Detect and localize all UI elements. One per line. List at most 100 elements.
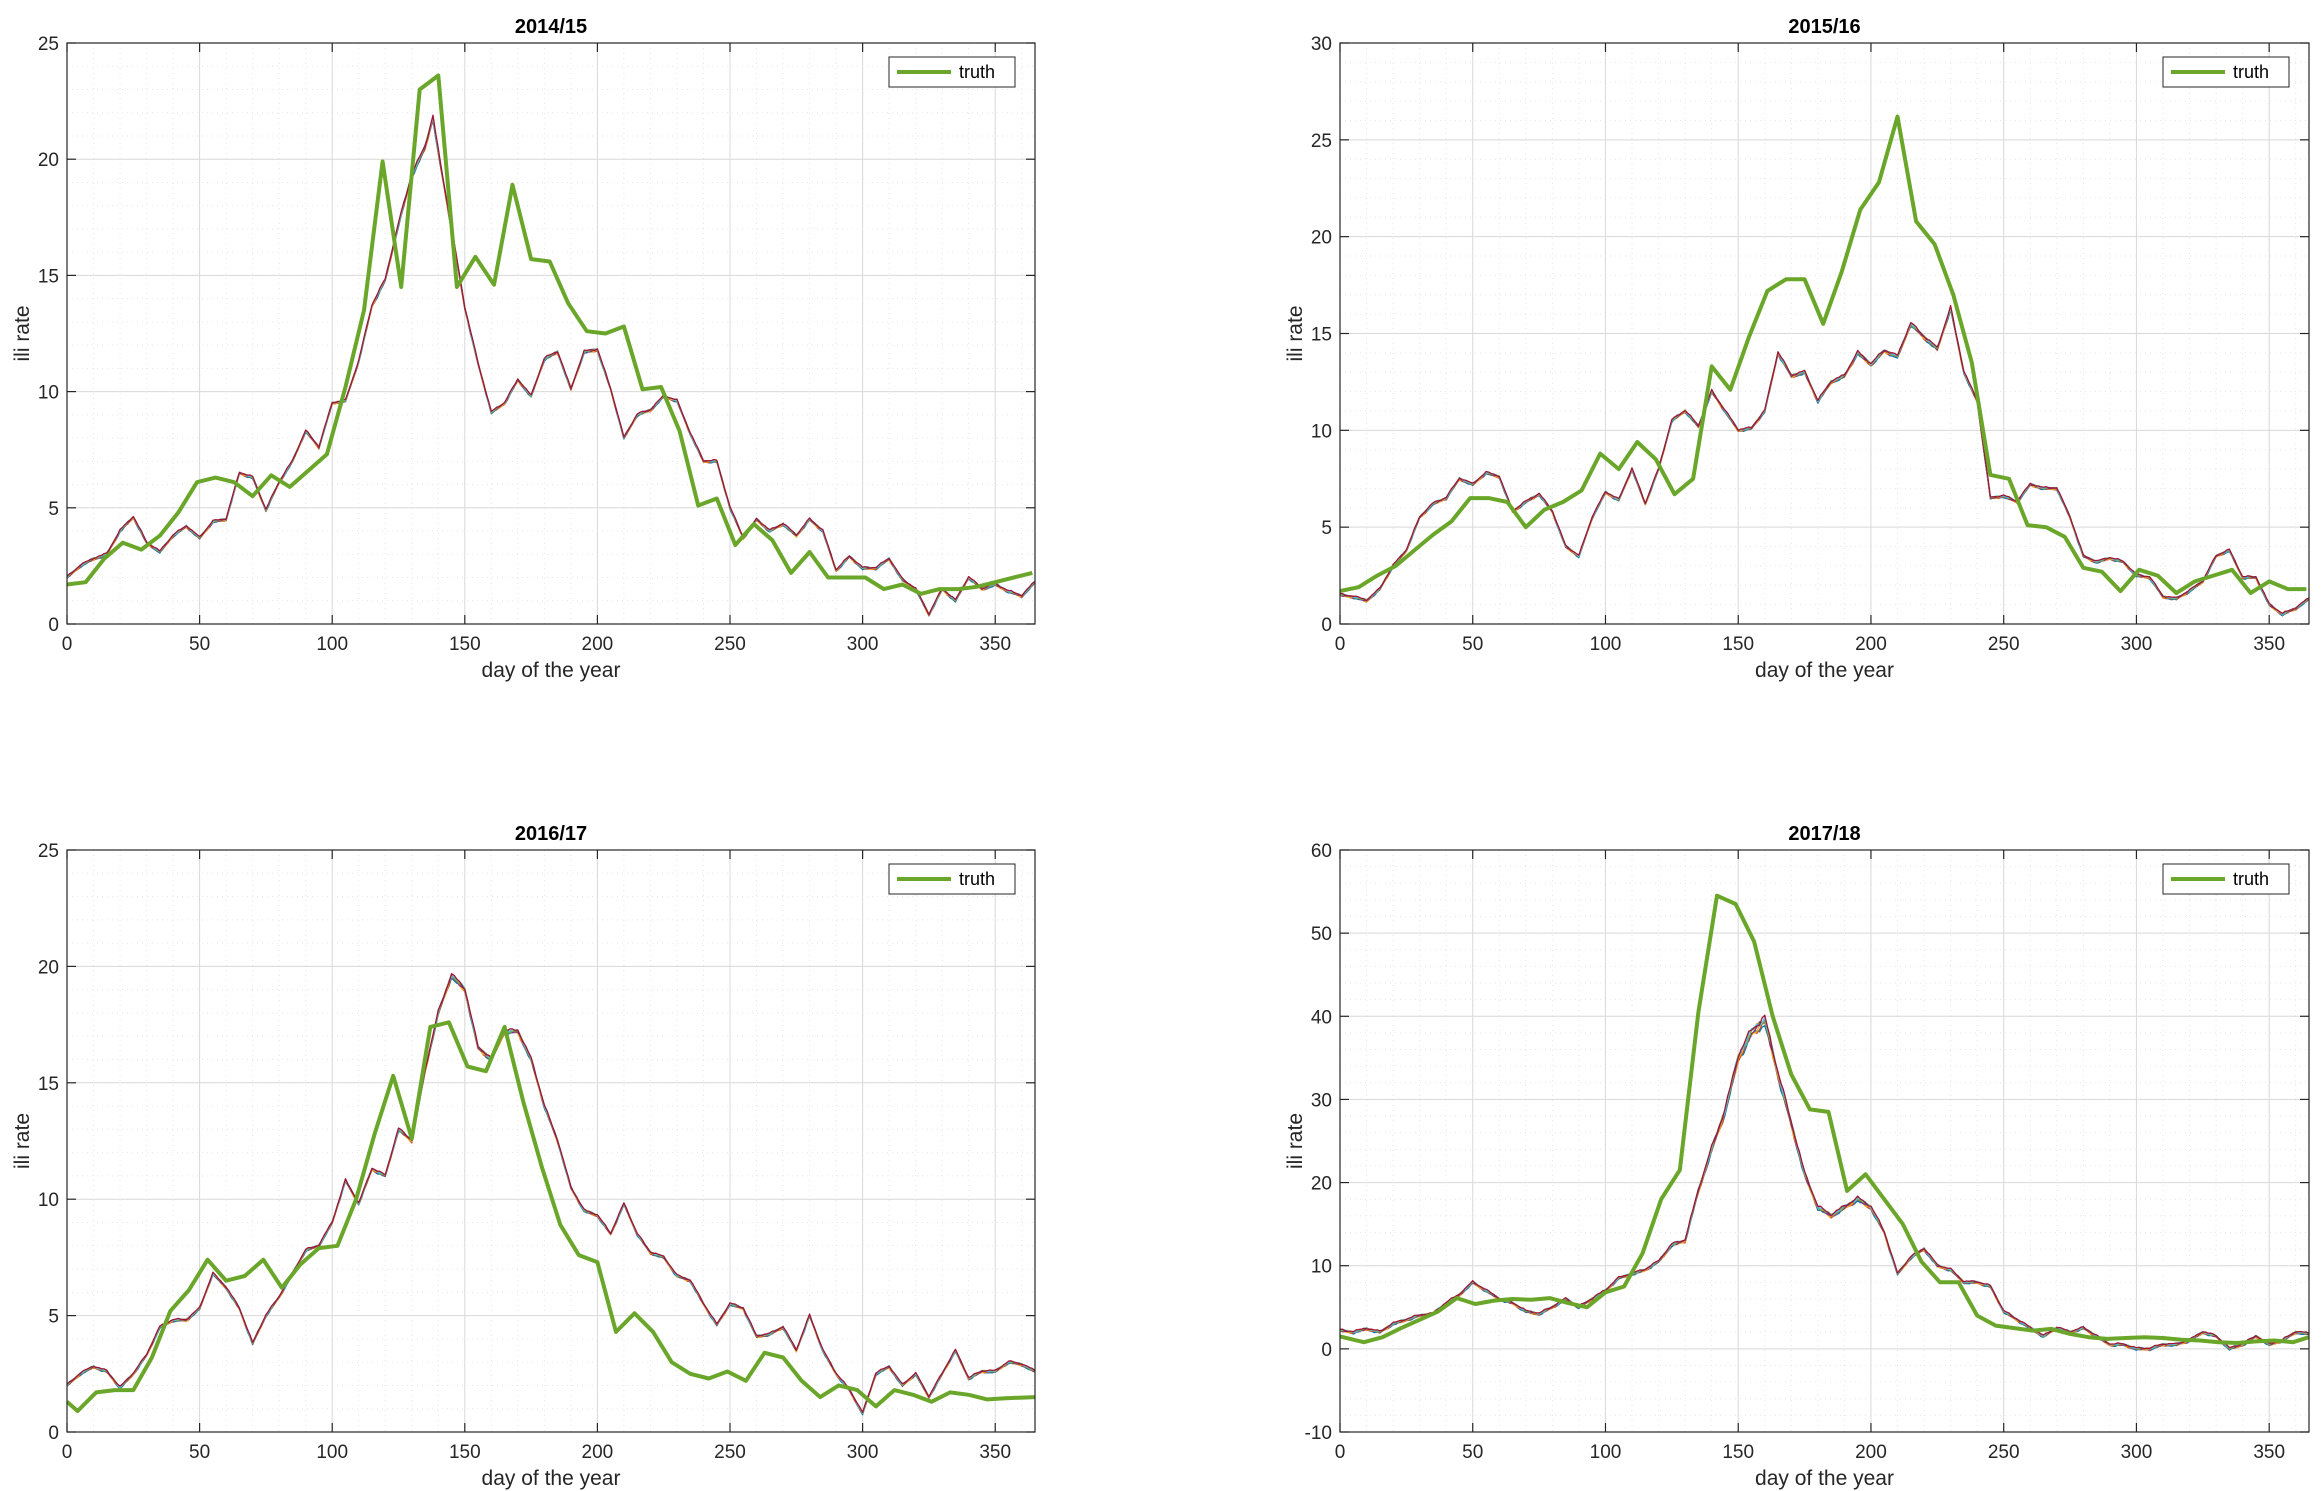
axes-box bbox=[66, 42, 1036, 625]
model-line-7 bbox=[1340, 304, 2309, 614]
x-axis-label: day of the year bbox=[482, 1467, 621, 1490]
y-tick-label: 5 bbox=[48, 499, 59, 520]
x-tick-label: 200 bbox=[582, 634, 614, 655]
y-tick-label: 10 bbox=[1311, 1257, 1332, 1278]
legend: truth bbox=[888, 863, 1016, 895]
x-tick-label: 350 bbox=[979, 634, 1011, 655]
x-tick-label: 50 bbox=[189, 1442, 210, 1463]
legend: truth bbox=[2162, 56, 2290, 88]
x-tick-label: 250 bbox=[1988, 634, 2020, 655]
x-tick-label: 250 bbox=[714, 1442, 746, 1463]
x-tick-label: 250 bbox=[1988, 1442, 2020, 1463]
x-tick-label: 200 bbox=[1855, 1442, 1887, 1463]
legend: truth bbox=[888, 56, 1016, 88]
x-tick-label: 300 bbox=[2121, 634, 2153, 655]
y-tick-label: 20 bbox=[38, 957, 59, 978]
x-tick-label: 0 bbox=[62, 634, 73, 655]
plot-area bbox=[67, 850, 1035, 1432]
y-tick-label: 40 bbox=[1311, 1007, 1332, 1028]
x-tick-label: 0 bbox=[1335, 634, 1346, 655]
y-axis-label: ili rate bbox=[1284, 1113, 1307, 1169]
y-tick-label: 10 bbox=[1311, 421, 1332, 442]
y-tick-label: -10 bbox=[1305, 1423, 1332, 1444]
x-tick-label: 250 bbox=[714, 634, 746, 655]
x-tick-label: 50 bbox=[1462, 1442, 1483, 1463]
x-tick-label: 150 bbox=[1722, 634, 1754, 655]
x-tick-label: 0 bbox=[1335, 1442, 1346, 1463]
chart-title: 2015/16 bbox=[1788, 16, 1860, 38]
legend-label-truth: truth bbox=[959, 62, 995, 82]
y-tick-label: 20 bbox=[1311, 1174, 1332, 1195]
axes-box bbox=[1339, 849, 2310, 1433]
series-lines bbox=[67, 973, 1035, 1416]
y-tick-label: 15 bbox=[38, 1074, 59, 1095]
y-axis-label: ili rate bbox=[1284, 305, 1307, 361]
y-tick-label: 25 bbox=[1311, 131, 1332, 152]
x-axis-label: day of the year bbox=[482, 659, 621, 682]
y-tick-label: 10 bbox=[38, 1190, 59, 1211]
series-lines bbox=[67, 73, 1035, 617]
x-tick-label: 200 bbox=[582, 1442, 614, 1463]
y-tick-label: 15 bbox=[1311, 325, 1332, 346]
legend-label-truth: truth bbox=[2233, 62, 2269, 82]
chart-panel-3: 0 50 100 150 200 250 300 350 0 5 10 15 20 25 2016/17 da… bbox=[11, 823, 1036, 1490]
model-line-7 bbox=[67, 973, 1035, 1413]
y-axis-label: ili rate bbox=[11, 305, 34, 361]
y-tick-label: 25 bbox=[38, 841, 59, 862]
y-tick-label: 30 bbox=[1311, 34, 1332, 55]
x-tick-label: 200 bbox=[1855, 634, 1887, 655]
x-tick-label: 50 bbox=[1462, 634, 1483, 655]
y-tick-label: 5 bbox=[1321, 518, 1332, 539]
chart-title: 2014/15 bbox=[515, 16, 587, 38]
y-tick-label: 25 bbox=[38, 34, 59, 55]
x-tick-label: 0 bbox=[62, 1442, 73, 1463]
x-tick-label: 300 bbox=[2121, 1442, 2153, 1463]
y-tick-label: 0 bbox=[48, 1423, 59, 1444]
x-tick-label: 100 bbox=[1590, 634, 1622, 655]
truth-line bbox=[67, 1020, 1035, 1413]
y-tick-label: 10 bbox=[38, 383, 59, 404]
x-tick-label: 100 bbox=[1590, 1442, 1622, 1463]
y-tick-label: 0 bbox=[48, 615, 59, 636]
legend: truth bbox=[2162, 863, 2290, 895]
y-tick-label: 50 bbox=[1311, 924, 1332, 945]
x-tick-label: 150 bbox=[1722, 1442, 1754, 1463]
x-tick-label: 350 bbox=[979, 1442, 1011, 1463]
y-tick-label: 15 bbox=[38, 266, 59, 287]
truth-line bbox=[1340, 893, 2309, 1345]
chart-title: 2016/17 bbox=[515, 823, 587, 845]
x-tick-label: 100 bbox=[316, 634, 348, 655]
series-lines bbox=[1340, 114, 2309, 617]
chart-panel-4: 0 50 100 150 200 250 300 350-100102030405060201… bbox=[1284, 823, 2310, 1490]
y-tick-label: 20 bbox=[1311, 228, 1332, 249]
x-axis-label: day of the year bbox=[1755, 1467, 1894, 1490]
chart-panel-2: 0 50 100 150 200 250 300 350 0 5 10 15 20 25 30 2015/16… bbox=[1284, 16, 2310, 682]
legend-label-truth: truth bbox=[959, 869, 995, 889]
major-grid bbox=[1339, 42, 2309, 625]
x-axis-label: day of the year bbox=[1755, 659, 1894, 682]
x-tick-label: 50 bbox=[189, 634, 210, 655]
model-line-7 bbox=[67, 114, 1035, 616]
truth-line bbox=[1340, 114, 2307, 595]
y-tick-label: 60 bbox=[1311, 841, 1332, 862]
x-tick-label: 150 bbox=[449, 1442, 481, 1463]
x-tick-label: 150 bbox=[449, 634, 481, 655]
legend-label-truth: truth bbox=[2233, 869, 2269, 889]
plot-area bbox=[67, 43, 1035, 624]
chart-title: 2017/18 bbox=[1788, 823, 1860, 845]
axes-box bbox=[66, 849, 1036, 1433]
truth-line bbox=[67, 73, 1033, 596]
series-lines bbox=[1340, 893, 2309, 1352]
x-tick-label: 300 bbox=[847, 1442, 879, 1463]
x-tick-label: 300 bbox=[847, 634, 879, 655]
x-tick-label: 350 bbox=[2253, 1442, 2285, 1463]
x-tick-label: 100 bbox=[316, 1442, 348, 1463]
y-axis-label: ili rate bbox=[11, 1113, 34, 1169]
plot-area bbox=[1340, 850, 2309, 1432]
y-tick-label: 5 bbox=[48, 1307, 59, 1328]
y-tick-label: 30 bbox=[1311, 1090, 1332, 1111]
y-tick-label: 0 bbox=[1321, 1340, 1332, 1361]
x-tick-label: 350 bbox=[2253, 634, 2285, 655]
chart-panel-1: 0 50 100 150 200 250 300 350 0 5 10 15 20 25 2014/15 da… bbox=[11, 16, 1036, 682]
